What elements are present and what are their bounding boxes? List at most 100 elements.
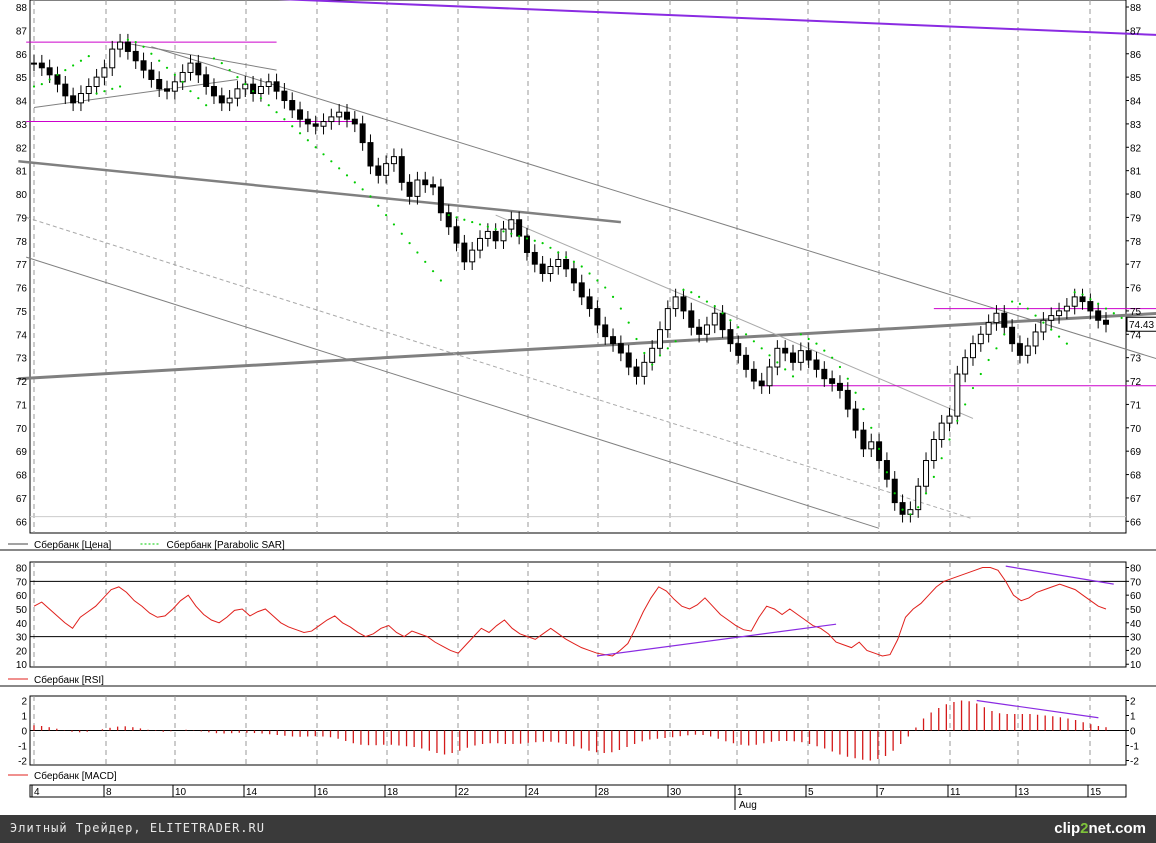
site-credit: Элитный Трейдер, ELITETRADER.RU bbox=[10, 821, 265, 835]
candle-body bbox=[962, 357, 969, 375]
candle-body bbox=[938, 422, 945, 440]
sar-dot bbox=[322, 153, 325, 156]
candle-body bbox=[797, 350, 804, 363]
candle-body bbox=[555, 258, 562, 268]
price-y-tick-label-right: 80 bbox=[1130, 190, 1142, 201]
candle-body bbox=[523, 235, 530, 253]
candle-body bbox=[735, 343, 742, 356]
candle-body bbox=[132, 50, 139, 62]
sar-dot bbox=[541, 242, 544, 245]
price-y-tick-label-left: 82 bbox=[16, 143, 28, 154]
candle-body bbox=[727, 329, 734, 345]
sar-dot bbox=[557, 251, 560, 254]
last-value-label: 74.43 bbox=[1129, 320, 1154, 331]
price-y-tick-label-left: 78 bbox=[16, 237, 28, 248]
candle-body bbox=[38, 62, 45, 69]
sar-dot bbox=[220, 62, 223, 65]
sar-dot bbox=[917, 506, 920, 509]
candle-body bbox=[469, 249, 476, 263]
candle-body bbox=[915, 485, 922, 511]
sar-dot bbox=[768, 354, 771, 357]
sar-dot bbox=[275, 111, 278, 114]
x-tick-label: 7 bbox=[879, 787, 885, 798]
sar-dot bbox=[580, 265, 583, 268]
candle-body bbox=[641, 361, 648, 377]
macd-divergence bbox=[976, 699, 1099, 719]
sar-dot bbox=[369, 195, 372, 198]
sar-dot bbox=[471, 220, 474, 224]
x-tick-label: 22 bbox=[458, 787, 470, 798]
x-tick-label: 10 bbox=[175, 787, 187, 798]
price-y-tick-label-left: 76 bbox=[16, 284, 28, 295]
candle-body bbox=[171, 81, 178, 92]
price-y-tick-label-right: 69 bbox=[1130, 447, 1142, 458]
candle-body bbox=[899, 502, 906, 515]
candle-body bbox=[54, 74, 61, 85]
candle-body bbox=[868, 441, 875, 450]
candle-body bbox=[993, 312, 1000, 324]
sar-dot bbox=[1073, 291, 1076, 294]
candle-body bbox=[1095, 310, 1102, 321]
candle-body bbox=[281, 90, 288, 102]
logo-prefix: clip bbox=[1054, 820, 1081, 837]
candle-body bbox=[422, 179, 429, 186]
logo-suffix: net.com bbox=[1088, 820, 1146, 837]
sar-dot bbox=[1104, 307, 1108, 310]
sar-dot bbox=[72, 64, 75, 67]
price-y-tick-label-right: 86 bbox=[1130, 50, 1142, 61]
sar-dot bbox=[306, 139, 309, 142]
sar-dot bbox=[79, 59, 83, 62]
price-y-tick-label-right: 66 bbox=[1130, 517, 1142, 528]
price-y-tick-label-right: 84 bbox=[1130, 97, 1142, 108]
price-y-tick-label-right: 74 bbox=[1130, 330, 1142, 341]
price-y-tick-label-left: 69 bbox=[16, 447, 28, 458]
rsi-y-tick-label-right: 30 bbox=[1130, 633, 1142, 644]
trendline-top bbox=[277, 0, 1156, 36]
candle-body bbox=[250, 83, 257, 95]
sar-dot bbox=[1018, 302, 1022, 306]
candle-body bbox=[461, 242, 468, 263]
legend-label: Сбербанк [Parabolic SAR] bbox=[167, 539, 286, 551]
x-tick-label: 15 bbox=[1090, 787, 1102, 798]
sar-dot bbox=[32, 85, 36, 88]
candle-body bbox=[289, 100, 296, 111]
sar-dot bbox=[909, 513, 912, 516]
sar-dot bbox=[150, 52, 153, 55]
macd-y-tick-label-right: -2 bbox=[1130, 757, 1139, 768]
x-tick-label: 30 bbox=[670, 787, 682, 798]
candle-body bbox=[954, 373, 961, 417]
sar-dot bbox=[455, 216, 458, 219]
sar-dot bbox=[345, 174, 349, 177]
sar-dot bbox=[611, 295, 615, 298]
macd-y-tick-label-left: -2 bbox=[18, 757, 27, 768]
candle-body bbox=[876, 441, 883, 462]
legend-label: Сбербанк [RSI] bbox=[34, 674, 104, 686]
candle-body bbox=[1079, 296, 1086, 303]
sar-dot bbox=[48, 78, 51, 81]
sar-dot bbox=[1089, 298, 1092, 301]
sar-dot bbox=[338, 167, 341, 170]
candle-body bbox=[70, 95, 77, 104]
sar-dot bbox=[212, 57, 216, 60]
price-y-tick-label-right: 78 bbox=[1130, 237, 1142, 248]
candle-body bbox=[477, 237, 484, 251]
rsi-y-tick-label-left: 30 bbox=[16, 633, 28, 644]
sar-dot bbox=[1112, 312, 1115, 315]
candle-body bbox=[297, 109, 304, 120]
sar-dot bbox=[760, 347, 763, 350]
price-panel-frame bbox=[29, 0, 1127, 534]
sar-dot bbox=[932, 475, 935, 478]
rsi-panel-frame bbox=[29, 561, 1127, 668]
candle-body bbox=[1087, 301, 1094, 312]
sar-dot bbox=[181, 80, 184, 83]
price-y-tick-label-left: 80 bbox=[16, 190, 28, 201]
sar-dot bbox=[784, 368, 787, 371]
candle-body bbox=[203, 74, 210, 87]
candle-body bbox=[430, 184, 437, 188]
sar-dot bbox=[588, 272, 591, 275]
macd-y-tick-label-right: 2 bbox=[1130, 697, 1136, 708]
sar-dot bbox=[1034, 314, 1037, 317]
candle-body bbox=[610, 336, 617, 345]
price-y-tick-label-left: 88 bbox=[16, 3, 28, 14]
